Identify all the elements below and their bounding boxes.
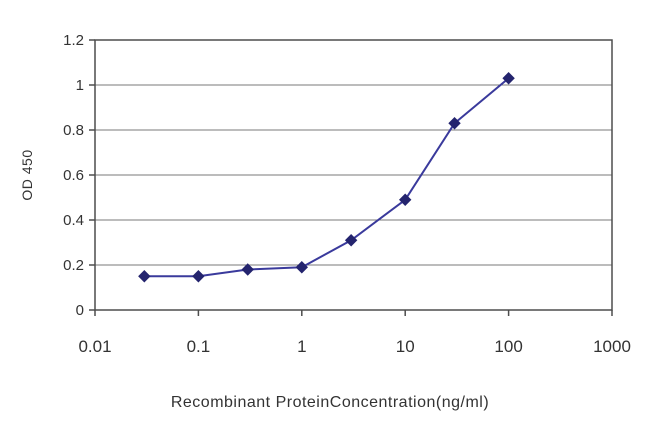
data-point-marker [398, 193, 412, 206]
y-tick-label: 0 [76, 302, 84, 319]
data-point-marker [138, 270, 151, 283]
data-point-marker [192, 270, 205, 283]
y-tick-label: 1 [76, 77, 84, 94]
data-point-marker [241, 263, 254, 276]
x-axis-title: Recombinant ProteinConcentration(ng/ml) [171, 394, 489, 411]
data-point-marker [502, 72, 515, 85]
data-point-marker [344, 234, 358, 247]
x-tick-label: 1000 [593, 337, 631, 356]
y-tick-label: 0.4 [63, 212, 84, 229]
plot-frame [94, 39, 613, 311]
data-point-marker [295, 261, 309, 274]
y-tick-label: 0.8 [63, 122, 84, 139]
data-point-marker [448, 117, 461, 130]
y-tick-label: 1.2 [63, 32, 84, 49]
y-axis-title: OD 450 [19, 149, 35, 200]
y-tick-label: 0.6 [63, 167, 84, 184]
chart-layer: 0 0.2 0.4 0.6 0.8 1 1.2 0.01 0.1 1 10 100 1000 [63, 32, 631, 356]
x-tick-label: 10 [396, 337, 415, 356]
x-tick-label: 100 [494, 337, 522, 356]
x-tick-label: 0.01 [78, 337, 111, 356]
x-tick-label: 0.1 [187, 337, 211, 356]
x-tick-label: 1 [297, 337, 306, 356]
y-tick-label: 0.2 [63, 257, 84, 274]
series-line [144, 77, 510, 278]
